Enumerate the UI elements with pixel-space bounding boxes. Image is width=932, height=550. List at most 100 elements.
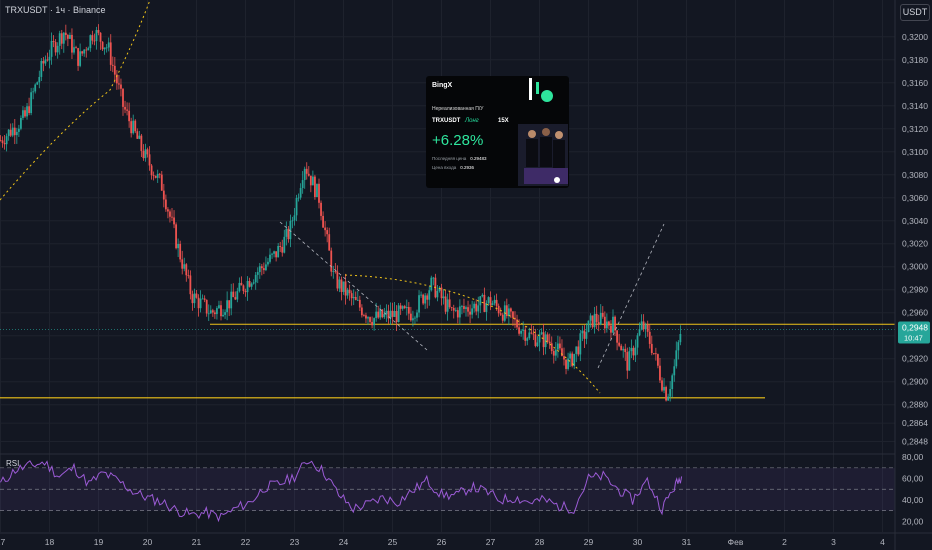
candle-body [671, 375, 674, 390]
candle-body [452, 307, 455, 311]
candle-body [461, 306, 463, 307]
price-tick-label: 0,3060 [902, 193, 928, 203]
candle-body [630, 347, 633, 352]
candle-body [103, 47, 106, 50]
time-tick-label: 27 [486, 537, 496, 547]
candle-body [677, 342, 680, 351]
candle-body [28, 106, 30, 114]
candle-body [132, 120, 135, 134]
candle-body [520, 330, 523, 334]
candle-body [71, 34, 73, 53]
candle-body [565, 359, 567, 369]
time-tick-label: 3 [831, 537, 836, 547]
rsi-label: RSI [6, 459, 20, 468]
candle-body [146, 149, 149, 155]
candle-body [430, 277, 433, 291]
candle-body [358, 299, 361, 308]
candle-body [487, 297, 490, 303]
ball-icon [554, 177, 560, 183]
candle-body [167, 209, 169, 212]
candle-body [530, 332, 533, 334]
projection-line-up [597, 223, 665, 369]
candle-body [407, 307, 410, 314]
candle-body [20, 117, 22, 129]
candle-body [42, 60, 45, 64]
candle-body [616, 330, 618, 343]
candle-body [603, 316, 606, 329]
candle-body [95, 30, 98, 42]
candle-body [650, 343, 653, 354]
candle-body [213, 312, 216, 315]
candle-body [644, 324, 647, 330]
candle-body [1, 140, 4, 144]
candle-body [409, 313, 412, 321]
candle-body [448, 299, 451, 308]
candle-body [475, 303, 478, 312]
candle-body [56, 45, 59, 53]
candle-body [350, 293, 353, 299]
candle-body [534, 334, 537, 347]
candle-body [577, 346, 580, 355]
candle-body [673, 366, 676, 376]
candle-body [469, 311, 471, 315]
candle-body [303, 168, 306, 181]
time-tick-label: 19 [94, 537, 104, 547]
candle-body [540, 332, 543, 335]
candle-body [148, 154, 151, 166]
candle-body [483, 294, 486, 312]
candle-body [422, 294, 425, 304]
candle-body [38, 76, 41, 83]
candle-body [665, 387, 667, 401]
player-body [553, 140, 565, 168]
candle-body [463, 306, 465, 309]
candle-body [248, 280, 251, 287]
candle-body [316, 183, 318, 198]
candle-body [283, 236, 286, 253]
candle-body [40, 60, 43, 77]
candle-body [642, 321, 645, 330]
candle-body [454, 310, 457, 311]
card-entry-label: Цена входа [432, 165, 457, 170]
candle-body [548, 341, 551, 344]
rsi-tick-label: 20,00 [902, 516, 924, 526]
currency-button[interactable]: USDT [900, 4, 930, 21]
price-tick-label: 0,3000 [902, 262, 928, 272]
candle-body [30, 92, 33, 114]
candle-body [281, 246, 284, 253]
rsi-tick-label: 40,00 [902, 495, 924, 505]
candle-body [438, 287, 441, 291]
candle-body [618, 342, 621, 346]
candle-body [573, 353, 576, 366]
candle-body [601, 312, 604, 317]
candle-body [440, 287, 443, 299]
candle-body [126, 109, 128, 111]
candle-body [230, 291, 233, 309]
candle-body [583, 330, 586, 339]
candle-body [346, 289, 349, 296]
candle-body [587, 320, 590, 333]
price-tick-label: 0,2920 [902, 354, 928, 364]
chart-title: TRXUSDT · 1ч · Binance [5, 5, 106, 15]
card-side: Лонг [465, 118, 479, 124]
price-tick-label: 0,2960 [902, 308, 928, 318]
candle-body [154, 175, 157, 178]
candle-body [62, 32, 65, 44]
price-tick-label: 0,3100 [902, 147, 928, 157]
candle-body [669, 389, 672, 397]
candle-body [414, 317, 416, 319]
arc-trendline-mid [344, 274, 601, 394]
candle-body [295, 198, 298, 216]
candle-body [134, 120, 137, 132]
candle-body [79, 51, 82, 66]
candle-body [115, 74, 118, 84]
candle-body [11, 127, 14, 136]
card-last-price-label: Последняя цена [432, 156, 467, 161]
candle-body [77, 48, 79, 66]
candle-body [185, 264, 188, 276]
candle-body [285, 228, 288, 237]
time-tick-label: 18 [45, 537, 55, 547]
candle-body [489, 297, 492, 306]
candle-body [418, 295, 420, 313]
candle-body [34, 84, 37, 92]
